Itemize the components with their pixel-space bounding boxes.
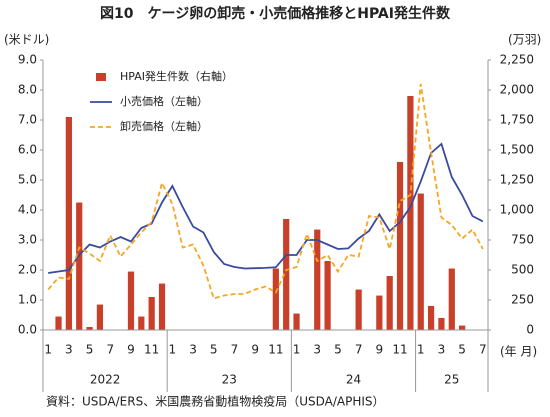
x-tick-label: 9 — [127, 343, 135, 357]
x-tick-label: 11 — [392, 343, 407, 357]
year-label: 25 — [444, 373, 459, 387]
bar — [427, 306, 435, 330]
x-tick-label: 7 — [479, 343, 487, 357]
legend-label: 卸売価格（左軸） — [120, 119, 208, 133]
y2-tick-label: 2,000 — [500, 83, 534, 97]
x-tick-label: 1 — [44, 343, 52, 357]
x-tick-label: 1 — [417, 343, 425, 357]
y2-tick-label: 500 — [511, 263, 534, 277]
y-tick-label: 0.0 — [18, 323, 37, 337]
bar — [396, 162, 404, 330]
y-tick-label: 1.0 — [18, 293, 37, 307]
x-tick-label: 11 — [144, 343, 159, 357]
x-tick-label: 9 — [251, 343, 259, 357]
x-tick-label: 11 — [268, 343, 283, 357]
bar — [293, 313, 300, 330]
x-tick-label: 5 — [334, 343, 342, 357]
x-tick-label: 3 — [189, 343, 197, 357]
y-tick-label: 4.0 — [18, 203, 37, 217]
bar — [376, 295, 383, 330]
x-tick-label: 1 — [293, 343, 301, 357]
x-tick-label: 7 — [355, 343, 363, 357]
y2-tick-label: 0 — [526, 323, 534, 337]
y2-tick-label: 750 — [511, 233, 534, 247]
bar — [158, 283, 166, 330]
bar — [448, 268, 455, 330]
year-label: 24 — [346, 373, 361, 387]
bar — [459, 325, 466, 330]
legend-swatch — [96, 73, 106, 81]
chart-title: 図10 ケージ卵の卸売・小売価格推移とHPAI発生件数 — [100, 5, 451, 22]
y2-tick-label: 1,500 — [500, 143, 534, 157]
bar — [438, 318, 445, 330]
bar — [407, 96, 414, 330]
source: 資料：USDA/ERS、米国農務省動植物検疫局（USDA/APHIS） — [46, 394, 385, 409]
bar — [55, 316, 62, 330]
bar — [96, 304, 104, 330]
bar — [272, 268, 279, 330]
y2-tick-label: 1,000 — [500, 203, 534, 217]
y2-axis-label: (万羽) — [508, 33, 541, 47]
x-tick-label: 5 — [86, 343, 94, 357]
bar — [148, 297, 155, 330]
y2-tick-label: 250 — [511, 293, 534, 307]
bar — [355, 289, 362, 330]
bar — [314, 229, 321, 330]
y-tick-label: 6.0 — [18, 143, 37, 157]
y2-tick-label: 2,250 — [500, 53, 534, 67]
y-tick-label: 7.0 — [18, 113, 37, 127]
y-tick-label: 5.0 — [18, 173, 37, 187]
x-tick-label: 1 — [169, 343, 177, 357]
bar — [386, 276, 393, 330]
line — [48, 142, 484, 274]
y-axis-label: (米ドル) — [4, 33, 49, 47]
year-label: 2022 — [90, 373, 121, 387]
bar — [86, 327, 93, 330]
bar — [417, 193, 424, 330]
y-tick-label: 8.0 — [18, 83, 37, 97]
x-tick-label: 5 — [210, 343, 218, 357]
legend-label: 小売価格（左軸） — [120, 94, 208, 108]
y-tick-label: 3.0 — [18, 233, 37, 247]
y-tick-label: 9.0 — [18, 53, 37, 67]
x-tick-label: 7 — [106, 343, 114, 357]
x-tick-label: 3 — [313, 343, 321, 357]
bar — [138, 316, 145, 330]
y2-tick-label: 1,250 — [500, 173, 534, 187]
x-tick-label: 3 — [438, 343, 446, 357]
bar — [65, 117, 72, 330]
x-tick-label: 9 — [376, 343, 384, 357]
x-tick-label: 7 — [231, 343, 239, 357]
legend-label: HPAI発生件数（右軸） — [120, 69, 233, 83]
bar — [127, 271, 135, 330]
x-axis-label: (年 月) — [500, 345, 537, 359]
y-tick-label: 2.0 — [18, 263, 37, 277]
bar — [76, 202, 83, 330]
bar — [324, 261, 331, 330]
x-tick-label: 3 — [65, 343, 73, 357]
bar — [283, 219, 290, 330]
year-label: 23 — [222, 373, 237, 387]
y2-tick-label: 1,750 — [500, 113, 534, 127]
line — [47, 83, 484, 300]
x-tick-label: 5 — [458, 343, 466, 357]
